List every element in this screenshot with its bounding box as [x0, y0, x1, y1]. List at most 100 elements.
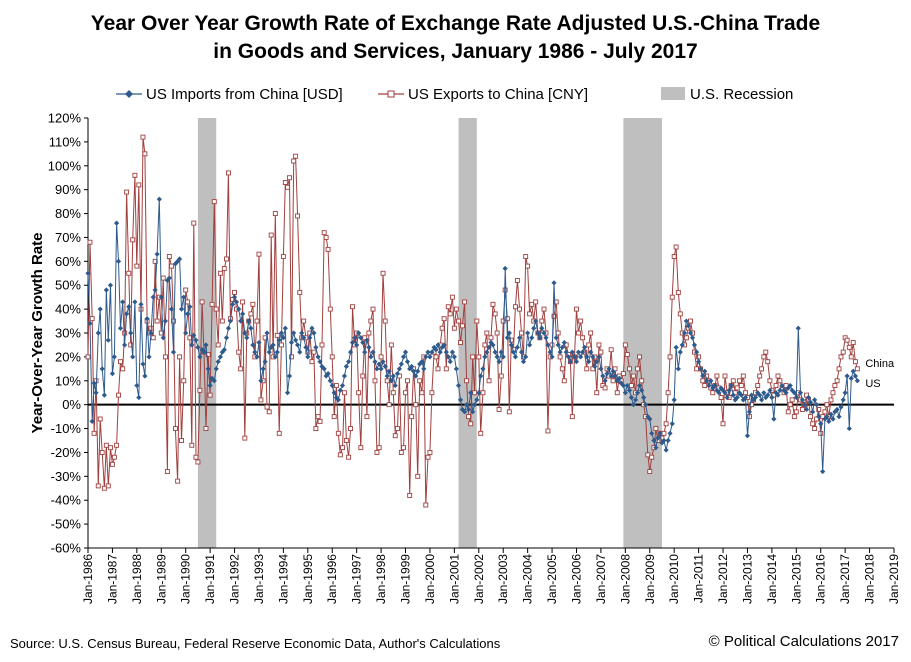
data-point — [136, 182, 142, 188]
data-point — [844, 337, 850, 343]
data-point — [584, 366, 590, 372]
data-point — [407, 366, 413, 372]
y-tick-label: 100% — [48, 158, 82, 173]
data-point — [404, 359, 411, 365]
data-point — [539, 325, 545, 331]
data-point — [366, 330, 372, 336]
data-point — [248, 325, 254, 331]
data-point — [816, 406, 822, 412]
data-point — [315, 414, 321, 420]
data-point — [716, 390, 722, 396]
data-point — [844, 373, 850, 379]
data-point — [207, 382, 213, 389]
data-point — [337, 452, 343, 458]
data-point — [541, 330, 547, 336]
data-point — [504, 335, 510, 341]
data-point — [476, 354, 482, 360]
data-point — [854, 366, 860, 372]
data-point — [154, 251, 160, 257]
data-point — [91, 380, 97, 386]
data-point — [488, 335, 494, 341]
data-point — [238, 366, 244, 372]
data-point — [763, 394, 769, 401]
data-point — [478, 430, 484, 436]
data-point — [122, 342, 128, 348]
data-point — [295, 213, 301, 219]
y-tick-label: 40% — [55, 302, 81, 317]
data-point — [193, 454, 199, 460]
data-point — [504, 316, 510, 322]
data-point — [854, 378, 860, 384]
data-point — [407, 492, 413, 498]
data-point — [787, 382, 793, 389]
x-tick-label: Jan-2014 — [765, 554, 779, 604]
data-point — [103, 442, 109, 448]
data-point — [372, 378, 378, 384]
data-point — [547, 349, 553, 355]
data-point — [376, 445, 382, 451]
data-point — [492, 349, 498, 355]
data-point — [797, 390, 804, 396]
data-point — [645, 452, 651, 458]
data-point — [402, 349, 409, 355]
data-point — [132, 299, 138, 305]
data-point — [730, 378, 736, 384]
series-end-label: China — [865, 358, 895, 370]
data-point — [498, 349, 504, 355]
data-point — [311, 330, 317, 336]
data-point — [219, 318, 225, 324]
data-point — [168, 306, 175, 312]
x-tick-label: Jan-1988 — [130, 554, 144, 604]
data-point — [592, 363, 598, 370]
data-point — [441, 342, 447, 348]
data-point — [309, 359, 315, 365]
data-point — [457, 397, 464, 403]
data-point — [840, 397, 846, 403]
data-point — [671, 397, 677, 403]
legend-imports-label: US Imports from China [USD] — [146, 86, 343, 103]
data-point — [722, 390, 728, 396]
data-point — [217, 270, 223, 276]
data-point — [498, 373, 504, 379]
data-point — [398, 361, 404, 367]
data-point — [765, 392, 771, 398]
x-tick-label: Jan-1999 — [399, 554, 413, 604]
data-point — [789, 397, 795, 403]
data-point — [339, 382, 346, 389]
data-point — [643, 402, 649, 408]
data-point — [199, 299, 205, 305]
data-point — [671, 254, 677, 260]
data-point — [526, 342, 533, 348]
data-point — [272, 354, 278, 360]
data-point — [423, 354, 429, 360]
x-tick-label: Jan-2005 — [545, 554, 559, 604]
data-point — [433, 354, 439, 360]
data-point — [767, 387, 773, 393]
data-point — [575, 349, 582, 355]
data-point — [761, 390, 767, 396]
data-point — [278, 342, 284, 348]
data-point — [641, 394, 647, 401]
y-tick-label: -40% — [51, 493, 82, 508]
x-tick-label: Jan-1990 — [179, 554, 193, 604]
data-point — [773, 383, 779, 389]
data-point — [459, 323, 465, 329]
data-point — [665, 437, 671, 444]
y-tick-label: 80% — [55, 206, 81, 221]
data-point — [702, 383, 708, 389]
data-point — [852, 359, 858, 365]
data-point — [632, 397, 639, 403]
x-tick-label: Jan-2017 — [838, 554, 852, 604]
data-point — [750, 397, 757, 403]
x-tick-label: Jan-1997 — [350, 554, 364, 604]
data-point — [567, 359, 573, 365]
data-point — [366, 344, 372, 350]
data-point — [596, 342, 602, 348]
data-point — [510, 349, 517, 355]
data-point — [248, 311, 254, 317]
data-point — [415, 368, 421, 374]
data-point — [97, 306, 103, 312]
data-point — [486, 344, 492, 350]
data-point — [826, 418, 832, 424]
data-point — [183, 330, 189, 336]
